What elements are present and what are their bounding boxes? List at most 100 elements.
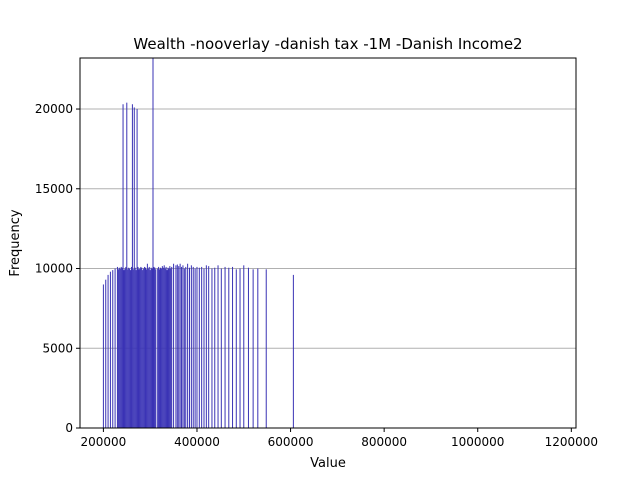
histogram-bar xyxy=(127,269,129,428)
histogram-bar xyxy=(114,268,116,428)
histogram-bar xyxy=(187,263,189,428)
y-tick-label: 5000 xyxy=(42,341,73,355)
x-axis-ticks: 200000 400000 600000 800000 1000000 1200000 xyxy=(80,428,598,449)
histogram-bar xyxy=(123,270,125,428)
histogram-bar xyxy=(169,266,171,428)
histogram-bar xyxy=(167,267,169,428)
histogram-bar xyxy=(118,267,120,428)
histogram-bar xyxy=(235,269,237,428)
histogram-bar xyxy=(173,263,175,428)
y-axis-ticks: 0 5000 10000 15000 20000 xyxy=(35,102,80,435)
histogram-bar xyxy=(183,268,185,428)
histogram-bar xyxy=(164,268,166,428)
histogram-bar xyxy=(292,274,294,428)
histogram-bar xyxy=(181,266,183,428)
histogram-bar xyxy=(265,269,267,428)
histogram-bar xyxy=(168,268,170,428)
histogram-bar xyxy=(224,266,226,428)
x-tick-label: 600000 xyxy=(268,435,314,449)
histogram-bar xyxy=(130,266,132,428)
histogram-bar xyxy=(152,58,154,428)
histogram-bar xyxy=(131,104,133,428)
histogram-bar xyxy=(171,266,173,428)
histogram-bar xyxy=(192,266,194,428)
histogram-bar xyxy=(124,268,126,428)
histogram-bar xyxy=(211,268,213,428)
histogram-bar xyxy=(150,267,152,428)
x-axis-label: Value xyxy=(310,456,346,471)
histogram-bar xyxy=(102,284,104,428)
histogram-bar xyxy=(228,267,230,428)
histogram-bar xyxy=(203,268,205,428)
x-tick-label: 1000000 xyxy=(451,435,504,449)
histogram-bar xyxy=(145,267,147,428)
y-tick-label: 10000 xyxy=(35,262,73,276)
histogram-bar xyxy=(134,267,136,428)
y-tick-label: 20000 xyxy=(35,102,73,116)
histogram-bar xyxy=(179,263,181,428)
histogram-bar xyxy=(139,268,141,428)
histogram-bar xyxy=(157,268,159,428)
x-tick-label: 200000 xyxy=(80,435,126,449)
histogram-bar xyxy=(146,263,148,428)
histogram-bar xyxy=(121,267,123,428)
histogram-bar xyxy=(165,266,167,428)
histogram-bar xyxy=(252,269,254,428)
histogram-bar xyxy=(201,266,203,428)
x-tick-label: 1200000 xyxy=(545,435,598,449)
histogram-bar xyxy=(178,266,180,428)
bars xyxy=(102,58,294,429)
histogram-bar xyxy=(144,266,146,428)
histogram-bar xyxy=(239,268,241,428)
histogram-bar xyxy=(176,264,178,428)
histogram-bar xyxy=(140,266,142,428)
histogram-bar xyxy=(137,266,139,428)
histogram-bar xyxy=(182,265,184,428)
histogram-bar xyxy=(196,266,198,428)
histogram-bar xyxy=(232,266,234,428)
histogram-bar xyxy=(130,270,132,428)
histogram-bar xyxy=(136,109,138,428)
histogram-bar xyxy=(151,268,153,428)
histogram-bar xyxy=(162,267,164,428)
histogram-bar xyxy=(117,269,119,428)
histogram-bar xyxy=(153,266,155,428)
histogram-bar xyxy=(122,104,124,428)
histogram-bar xyxy=(243,265,245,428)
histogram-bar xyxy=(145,269,147,428)
histogram-bar xyxy=(148,266,150,428)
histogram-bar xyxy=(205,265,207,428)
histogram-bar xyxy=(170,268,172,428)
histogram-bar xyxy=(116,266,118,428)
histogram-bar xyxy=(217,265,219,428)
histogram-bar xyxy=(185,266,187,428)
histogram-bar xyxy=(198,267,200,428)
histogram-bar xyxy=(138,269,140,428)
chart-title: Wealth -nooverlay -danish tax -1M -Danis… xyxy=(133,35,522,53)
histogram-bar xyxy=(159,267,161,428)
histogram-bar xyxy=(126,102,128,428)
histogram-bar xyxy=(247,267,249,428)
histogram-bar xyxy=(142,270,144,428)
histogram-bar xyxy=(163,265,165,428)
histogram-bar xyxy=(143,268,145,428)
histogram-bar xyxy=(147,268,149,428)
histogram-bar xyxy=(166,270,168,428)
histogram-bar xyxy=(190,265,192,428)
histogram-bar xyxy=(105,279,107,428)
histogram-bar xyxy=(119,268,121,428)
histogram-bar xyxy=(257,268,259,428)
histogram-bar xyxy=(208,266,210,428)
histogram-bar xyxy=(141,267,143,428)
histogram-bar xyxy=(120,266,122,428)
histogram-bar xyxy=(109,271,111,428)
histogram-bar xyxy=(214,267,216,428)
histogram-bar xyxy=(133,107,135,429)
histogram-bar xyxy=(159,269,161,428)
histogram-bar xyxy=(128,267,130,428)
histogram-bar xyxy=(160,268,162,428)
histogram-bar xyxy=(155,269,157,428)
histogram-bar xyxy=(154,267,156,428)
histogram-bar xyxy=(125,266,127,428)
